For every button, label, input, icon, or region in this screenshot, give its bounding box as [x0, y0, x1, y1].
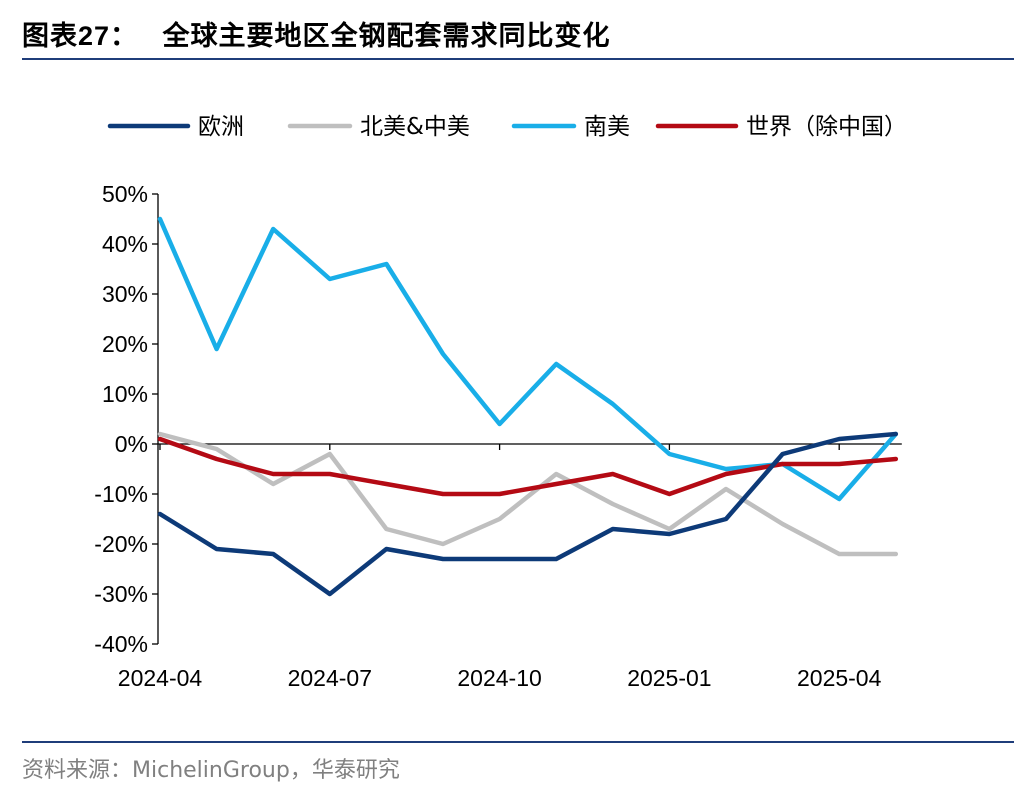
x-tick-label: 2025-04: [797, 665, 882, 691]
plot-area: [157, 216, 899, 597]
x-tick-label: 2024-04: [118, 665, 203, 691]
y-axis: 50% 40% 30% 20% 10% 0% -10% -20% -30% -40%: [94, 181, 159, 657]
line-chart: 欧洲 北美&中美 南美 世界（除中国） 50% 40% 30% 20% 10% 0% -10% -2…: [94, 114, 907, 691]
legend: 欧洲 北美&中美 南美 世界（除中国）: [107, 114, 907, 140]
y-tick-label: 20%: [102, 331, 148, 357]
y-tick-label: 0%: [115, 431, 148, 457]
chart-title: 图表27： 全球主要地区全钢配套需求同比变化: [22, 14, 610, 53]
figure-number: 27：: [78, 21, 139, 51]
legend-label-europe: 欧洲: [198, 114, 244, 140]
y-tick-label: 40%: [102, 231, 148, 257]
y-tick-label: -30%: [94, 581, 148, 607]
series-line-south-america: [157, 216, 899, 502]
series-line-north-central-america: [157, 431, 899, 557]
legend-label-north-central-america: 北美&中美: [360, 114, 470, 140]
legend-label-south-america: 南美: [584, 114, 630, 140]
bottom-rule: [22, 741, 1014, 743]
x-axis: 2024-04 2024-07 2024-10 2025-01 2025-04: [118, 443, 902, 691]
y-tick-label: 30%: [102, 281, 148, 307]
figure-label: 图表: [22, 21, 78, 52]
y-tick-label: 10%: [102, 381, 148, 407]
y-tick-label: -40%: [94, 631, 148, 657]
y-tick-label: -20%: [94, 531, 148, 557]
series-line-europe: [157, 431, 899, 597]
x-tick-label: 2024-10: [457, 665, 541, 691]
figure-title: 全球主要地区全钢配套需求同比变化: [162, 21, 611, 52]
legend-label-world-ex-china: 世界（除中国）: [746, 114, 907, 140]
y-tick-label: 50%: [102, 181, 148, 207]
x-tick-label: 2025-01: [627, 665, 711, 691]
y-tick-label: -10%: [94, 481, 148, 507]
source-note: 资料来源：MichelinGroup，华泰研究: [22, 758, 400, 783]
top-rule: [22, 58, 1014, 60]
x-tick-label: 2024-07: [288, 665, 372, 691]
